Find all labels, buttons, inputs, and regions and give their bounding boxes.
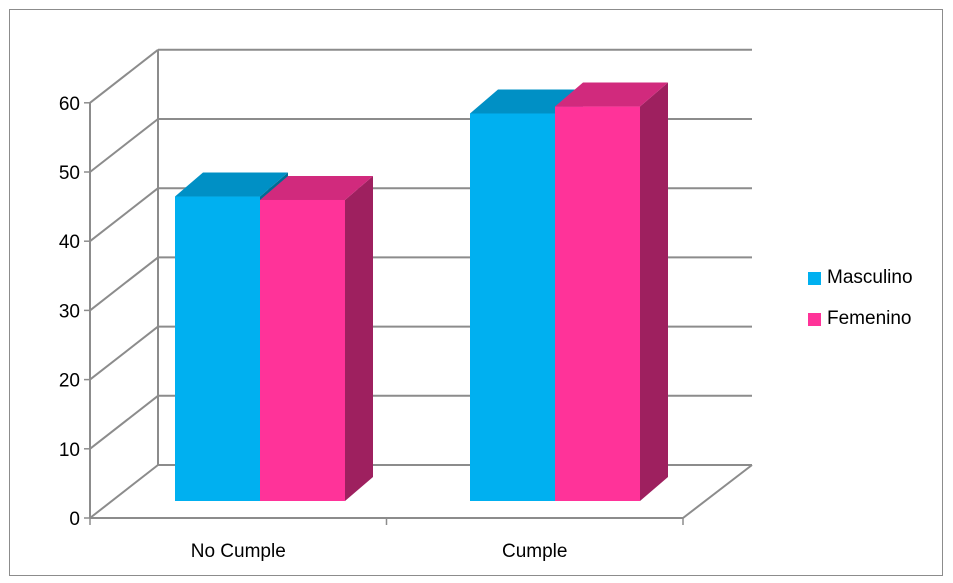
legend-label-femenino: Femenino [827,308,912,329]
bar-femenino-no-cumple [260,175,373,502]
y-tick-labels: 0 10 20 30 40 50 60 [59,94,80,530]
legend-item-masculino: Masculino [808,266,913,290]
legend: Masculino Femenino [808,266,913,348]
gridline-side [89,325,159,381]
gridline-side [89,395,159,450]
y-tick-label: 30 [59,301,80,322]
gridline-side [89,256,159,312]
axes [84,49,753,525]
y-tick-label: 20 [59,371,80,392]
bar-side [345,175,373,502]
x-tick-labels: No Cumple Cumple [191,541,568,562]
bar-front [260,199,345,502]
y-tick-label: 60 [59,94,80,115]
gridline-side [89,187,159,242]
bar-femenino-cumple [555,82,668,501]
x-tick-label: No Cumple [191,541,286,562]
floor-right-edge [682,464,753,519]
bar-top [175,172,288,197]
y-tick-label: 0 [69,509,80,530]
gridline-side [89,49,159,104]
bar-top [470,89,583,114]
legend-item-femenino: Femenino [808,307,913,331]
bar-side [640,82,668,501]
bars [175,82,668,502]
bar-top [555,82,668,107]
y-tick-label: 10 [59,440,80,461]
bar-front [470,113,555,501]
x-tick-label: Cumple [502,541,567,562]
y-tick-label: 40 [59,232,80,253]
bar-front [175,196,260,501]
y-tick-label: 50 [59,163,80,184]
legend-swatch-masculino [808,271,821,285]
gridline-side [89,464,159,519]
gridline-side [89,118,159,173]
legend-label-masculino: Masculino [827,267,913,288]
legend-swatch-femenino [808,312,821,326]
bar-front [555,106,640,501]
bar-top [260,175,373,200]
